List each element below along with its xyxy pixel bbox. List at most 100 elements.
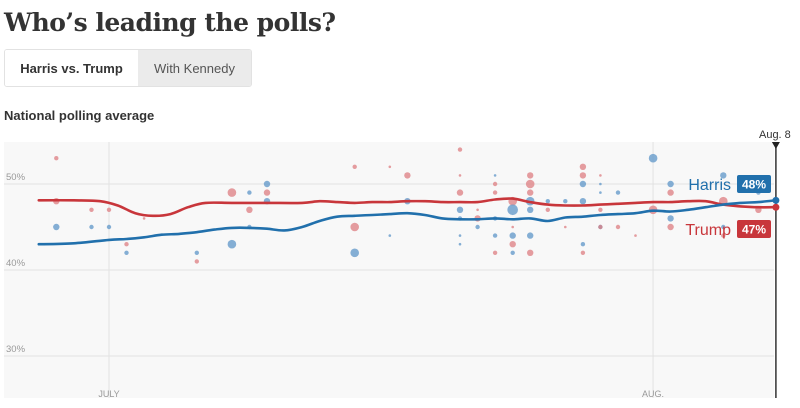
harris-poll-dot xyxy=(599,191,602,194)
trump-poll-dot xyxy=(476,208,479,212)
trump-poll-dot xyxy=(667,223,674,231)
trump-poll-dot xyxy=(194,259,199,264)
trump-poll-dot xyxy=(492,181,498,187)
trump-poll-dot xyxy=(492,250,498,255)
trump-poll-dot xyxy=(579,172,587,179)
y-tick-label: 30% xyxy=(6,344,26,355)
harris-poll-dot xyxy=(263,180,271,188)
harris-poll-dot xyxy=(458,234,462,237)
trump-poll-dot xyxy=(404,172,411,179)
trump-end-dot xyxy=(772,203,780,211)
harris-poll-dot xyxy=(456,206,464,213)
harris-poll-dot xyxy=(124,250,129,255)
harris-poll-dot xyxy=(545,199,550,204)
page-title: Who’s leading the polls? xyxy=(4,8,336,37)
harris-poll-dot xyxy=(563,199,568,204)
trump-poll-dot xyxy=(456,189,464,196)
trump-poll-dot xyxy=(511,225,514,229)
marker-date-label: Aug. 8 xyxy=(759,129,791,141)
trump-poll-dot xyxy=(599,174,602,177)
x-tick-label: AUG. xyxy=(642,389,664,399)
trump-poll-dot xyxy=(667,189,674,196)
trump-poll-dot xyxy=(458,174,462,177)
harris-poll-dot xyxy=(475,224,480,230)
harris-poll-dot xyxy=(721,224,726,230)
trump-poll-dot xyxy=(124,242,129,247)
trump-poll-dot xyxy=(350,222,360,232)
trump-poll-dot xyxy=(492,190,498,195)
trump-poll-dot xyxy=(263,189,271,196)
trump-poll-dot xyxy=(527,249,534,256)
harris-poll-dot xyxy=(510,250,515,255)
trump-poll-dot xyxy=(89,207,94,212)
trump-poll-dot xyxy=(580,250,586,255)
trump-poll-dot xyxy=(246,206,253,213)
trump-trend-line xyxy=(37,197,778,218)
y-tick-label: 40% xyxy=(6,258,26,269)
trump-poll-dot xyxy=(579,163,587,170)
harris-poll-dot xyxy=(580,242,586,247)
harris-poll-dot xyxy=(527,232,534,239)
trump-poll-dot xyxy=(509,241,516,248)
harris-poll-dot xyxy=(350,248,360,258)
trump-poll-dot xyxy=(564,225,567,229)
trump-poll-dot xyxy=(721,233,726,238)
tab-with-kennedy[interactable]: With Kennedy xyxy=(138,50,251,86)
chart-subtitle: National polling average xyxy=(4,108,155,123)
x-tick-label: JULY xyxy=(98,389,119,399)
trump-poll-dot xyxy=(598,207,603,212)
harris-poll-dot xyxy=(648,153,658,163)
harris-poll-dot xyxy=(53,223,60,231)
harris-poll-dot xyxy=(527,206,534,213)
harris-poll-dot xyxy=(227,239,237,249)
harris-name-label: Harris xyxy=(688,177,731,194)
trump-poll-dot xyxy=(457,147,463,152)
tab-harris-vs-trump[interactable]: Harris vs. Trump xyxy=(5,50,138,86)
trump-poll-dot xyxy=(388,165,392,169)
harris-poll-dot xyxy=(667,180,674,188)
trump-value-label: 47% xyxy=(742,223,766,237)
harris-poll-dot xyxy=(579,180,587,188)
date-marker: Aug. 8 xyxy=(759,129,791,398)
harris-value-badge xyxy=(737,175,771,193)
harris-poll-dot xyxy=(106,224,112,230)
harris-poll-dot xyxy=(667,215,674,222)
harris-poll-dot xyxy=(89,224,94,230)
harris-poll-dot xyxy=(388,234,392,237)
trump-poll-dot xyxy=(527,189,534,196)
harris-poll-dot xyxy=(194,250,199,255)
trump-poll-dot xyxy=(598,224,603,230)
trump-poll-dot xyxy=(545,207,550,212)
trump-poll-dot xyxy=(54,156,59,161)
harris-trend-line xyxy=(37,199,778,246)
harris-poll-dot xyxy=(615,190,621,195)
harris-poll-dot xyxy=(579,198,587,205)
harris-poll-dot xyxy=(509,232,516,239)
trump-poll-dot xyxy=(527,172,534,179)
trump-value-badge xyxy=(737,220,771,238)
harris-poll-dot xyxy=(458,242,462,246)
trump-poll-dot xyxy=(634,234,637,237)
harris-poll-dot xyxy=(507,204,518,216)
trump-poll-dot xyxy=(352,164,357,169)
y-gridlines: 30% 40% 50% xyxy=(4,172,774,357)
trump-poll-dot xyxy=(227,188,237,197)
trump-poll-dot xyxy=(106,207,112,212)
trump-name-label: Trump xyxy=(685,222,731,239)
x-gridlines: JULY AUG. xyxy=(98,142,664,399)
harris-poll-dot xyxy=(492,233,498,238)
trend-lines xyxy=(37,197,778,246)
trump-poll-dot xyxy=(525,179,535,189)
trump-poll-dot xyxy=(142,217,146,220)
harris-poll-dot xyxy=(493,174,497,177)
race-toggle: Harris vs. Trump With Kennedy xyxy=(4,49,252,87)
trump-poll-dot xyxy=(615,224,621,230)
harris-poll-dot xyxy=(599,182,602,186)
down-triangle-icon xyxy=(771,142,780,149)
candidate-labels: Harris 48% Trump 47% xyxy=(685,175,771,239)
y-tick-label: 50% xyxy=(6,172,26,183)
end-dots xyxy=(772,196,780,211)
harris-poll-dot xyxy=(247,190,252,195)
harris-value-label: 48% xyxy=(742,178,766,192)
